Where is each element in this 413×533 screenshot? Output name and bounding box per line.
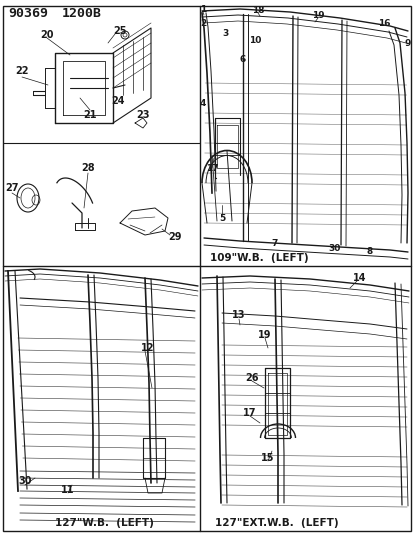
Text: 17: 17 bbox=[205, 164, 218, 173]
Text: 26: 26 bbox=[244, 373, 258, 383]
Text: 1: 1 bbox=[199, 4, 206, 13]
Text: 5: 5 bbox=[218, 214, 225, 222]
Text: 17: 17 bbox=[243, 408, 256, 418]
Text: 8: 8 bbox=[366, 246, 372, 255]
Text: 6: 6 bbox=[239, 54, 246, 63]
Text: 28: 28 bbox=[81, 163, 95, 173]
Text: 25: 25 bbox=[113, 26, 126, 36]
Text: 30: 30 bbox=[18, 476, 32, 486]
Text: 15: 15 bbox=[261, 453, 274, 463]
Text: 24: 24 bbox=[111, 96, 124, 106]
Text: 127"EXT.W.B.  (LEFT): 127"EXT.W.B. (LEFT) bbox=[214, 518, 338, 528]
Text: 19: 19 bbox=[258, 330, 271, 340]
Text: 16: 16 bbox=[377, 19, 389, 28]
Text: 13: 13 bbox=[232, 310, 245, 320]
Text: 109"W.B.  (LEFT): 109"W.B. (LEFT) bbox=[209, 253, 308, 263]
Text: 90369: 90369 bbox=[8, 7, 48, 20]
Text: 14: 14 bbox=[352, 273, 366, 283]
Text: 22: 22 bbox=[15, 66, 28, 76]
Text: 2: 2 bbox=[199, 19, 206, 28]
Text: 20: 20 bbox=[40, 30, 54, 40]
Text: 4: 4 bbox=[199, 99, 206, 108]
Text: 3: 3 bbox=[222, 28, 228, 37]
Text: 21: 21 bbox=[83, 110, 97, 120]
Text: 11: 11 bbox=[61, 485, 75, 495]
Text: 127"W.B.  (LEFT): 127"W.B. (LEFT) bbox=[55, 518, 154, 528]
Text: 10: 10 bbox=[248, 36, 261, 44]
Text: 1200B: 1200B bbox=[62, 7, 102, 20]
Text: 18: 18 bbox=[251, 5, 263, 14]
Text: 29: 29 bbox=[168, 232, 181, 242]
Text: 23: 23 bbox=[136, 110, 150, 120]
Text: 19: 19 bbox=[311, 11, 323, 20]
Text: 9: 9 bbox=[404, 38, 410, 47]
Text: 7: 7 bbox=[271, 238, 278, 247]
Text: 27: 27 bbox=[5, 183, 19, 193]
Text: 12: 12 bbox=[141, 343, 154, 353]
Text: 30: 30 bbox=[328, 244, 340, 253]
